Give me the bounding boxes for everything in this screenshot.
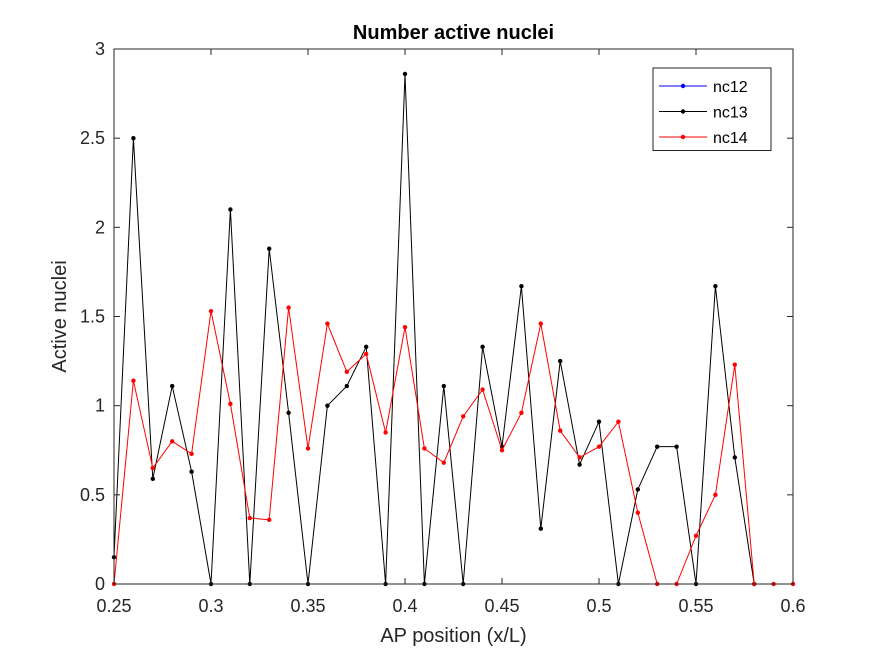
data-point-nc13 bbox=[441, 383, 446, 389]
data-point-nc13 bbox=[189, 469, 194, 474]
data-point-nc14 bbox=[305, 446, 311, 451]
data-point-nc13 bbox=[286, 410, 291, 415]
legend-item-nc13: nc13 bbox=[659, 105, 748, 122]
data-point-nc14 bbox=[441, 460, 446, 465]
data-point-nc13 bbox=[344, 383, 349, 389]
data-point-nc14 bbox=[150, 465, 155, 471]
data-point-nc14 bbox=[538, 321, 543, 326]
data-point-nc14 bbox=[364, 351, 369, 357]
data-point-nc14 bbox=[499, 448, 505, 453]
y-tick-label: 1.5 bbox=[80, 307, 105, 327]
legend-label: nc12 bbox=[713, 79, 748, 96]
data-point-nc13 bbox=[596, 419, 602, 424]
data-point-nc13 bbox=[131, 135, 136, 141]
data-point-nc14 bbox=[170, 439, 175, 444]
y-tick-label: 0.5 bbox=[80, 485, 105, 505]
data-point-nc14 bbox=[208, 308, 214, 314]
data-point-nc13 bbox=[558, 358, 563, 364]
x-tick-label: 0.6 bbox=[780, 596, 805, 616]
ticks-layer: 0.25 0.3 0.35 0.4 0.45 0.5 0.55 0.6 0 0.5 1 1.5 2 2.5… bbox=[80, 39, 806, 616]
y-tick-label: 1 bbox=[95, 396, 105, 416]
chart-title: Number active nuclei bbox=[353, 22, 554, 44]
y-axis-label: Active nuclei bbox=[49, 260, 71, 372]
data-point-nc14 bbox=[325, 321, 330, 326]
data-point-nc13 bbox=[480, 344, 485, 350]
legend-label: nc13 bbox=[713, 105, 748, 122]
x-tick-label: 0.45 bbox=[484, 596, 519, 616]
legend: nc12 nc13 nc14 bbox=[652, 67, 772, 151]
y-tick-label: 2 bbox=[95, 217, 105, 237]
data-point-nc14 bbox=[558, 428, 563, 433]
data-point-nc13 bbox=[364, 344, 369, 350]
data-point-nc14 bbox=[131, 378, 136, 383]
legend-box bbox=[652, 67, 772, 151]
x-axis-label: AP position (x/L) bbox=[380, 625, 526, 647]
data-point-nc13 bbox=[732, 455, 737, 460]
data-point-nc14 bbox=[616, 419, 621, 424]
x-tick-label: 0.3 bbox=[198, 596, 223, 616]
data-point-nc13 bbox=[577, 462, 582, 467]
data-point-nc14 bbox=[344, 369, 349, 374]
legend-item-nc14: nc14 bbox=[659, 130, 748, 147]
series-line-nc13 bbox=[113, 73, 755, 585]
y-tick-label: 2.5 bbox=[80, 128, 105, 148]
legend-swatch-marker bbox=[680, 134, 686, 140]
data-point-nc14 bbox=[461, 414, 466, 419]
data-point-nc14 bbox=[189, 451, 194, 457]
x-tick-label: 0.35 bbox=[290, 596, 325, 616]
data-point-nc14 bbox=[693, 533, 699, 539]
y-tick-label: 0 bbox=[95, 574, 105, 594]
data-point-nc13 bbox=[267, 246, 272, 251]
data-point-nc14 bbox=[519, 410, 524, 415]
data-point-nc14 bbox=[383, 430, 388, 435]
legend-swatch-marker bbox=[680, 83, 686, 89]
legend-swatch-marker bbox=[680, 109, 686, 114]
series-line-nc14 bbox=[113, 307, 793, 585]
data-point-nc14 bbox=[635, 510, 640, 515]
data-point-nc14 bbox=[267, 517, 272, 522]
data-point-nc13 bbox=[402, 71, 408, 77]
x-tick-label: 0.4 bbox=[392, 596, 417, 616]
x-tick-label: 0.55 bbox=[678, 596, 713, 616]
data-point-nc14 bbox=[577, 455, 582, 460]
data-point-nc14 bbox=[247, 515, 252, 521]
data-point-nc13 bbox=[655, 444, 660, 449]
x-tick-label: 0.5 bbox=[586, 596, 611, 616]
data-point-nc14 bbox=[422, 446, 427, 451]
y-tick-label: 3 bbox=[95, 39, 105, 59]
data-point-nc14 bbox=[713, 492, 718, 498]
data-point-nc13 bbox=[228, 207, 233, 212]
data-point-nc13 bbox=[538, 526, 543, 531]
data-point-nc14 bbox=[480, 387, 485, 392]
series-nc13 bbox=[111, 71, 757, 587]
data-point-nc13 bbox=[713, 283, 718, 289]
legend-label: nc14 bbox=[713, 130, 748, 147]
data-point-nc13 bbox=[519, 283, 524, 289]
data-point-nc13 bbox=[150, 476, 155, 481]
x-tick-label: 0.25 bbox=[96, 596, 131, 616]
data-point-nc14 bbox=[402, 325, 408, 330]
data-point-nc14 bbox=[228, 401, 233, 407]
data-point-nc13 bbox=[325, 403, 330, 408]
data-point-nc14 bbox=[286, 305, 291, 310]
data-point-nc13 bbox=[674, 444, 679, 449]
legend-item-nc12: nc12 bbox=[659, 79, 748, 96]
data-point-nc14 bbox=[732, 362, 737, 367]
data-point-nc14 bbox=[596, 444, 602, 449]
data-point-nc13 bbox=[170, 383, 175, 389]
data-point-nc13 bbox=[635, 487, 640, 492]
